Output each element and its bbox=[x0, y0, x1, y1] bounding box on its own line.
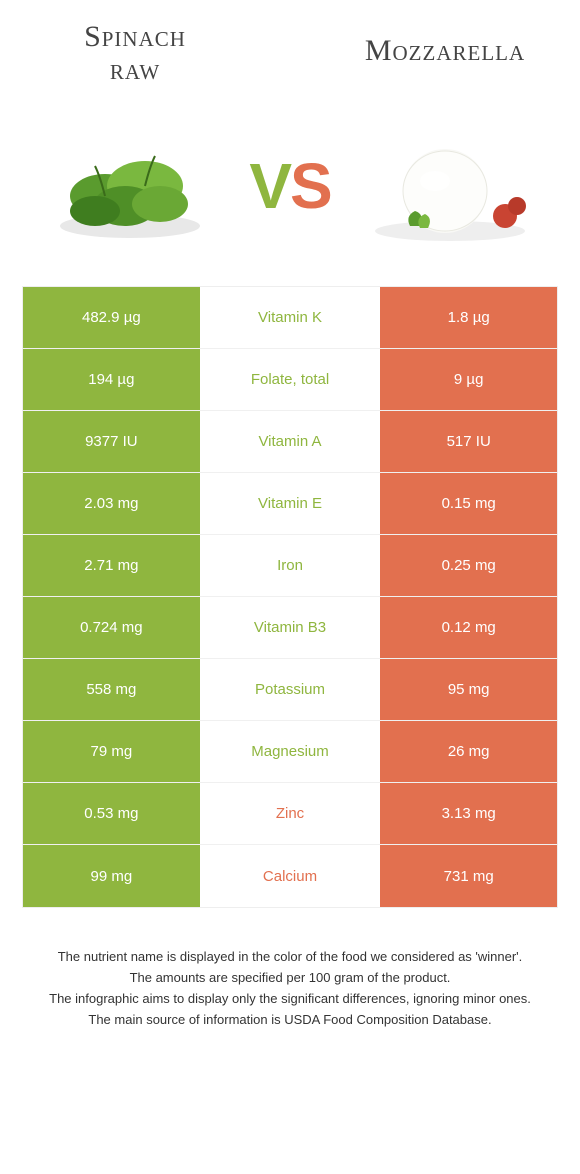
nutrient-label: Zinc bbox=[202, 783, 381, 844]
left-title-line2: raw bbox=[30, 53, 240, 86]
footnotes: The nutrient name is displayed in the co… bbox=[0, 908, 580, 1051]
footnote-2: The amounts are specified per 100 gram o… bbox=[30, 969, 550, 988]
right-value: 1.8 µg bbox=[380, 287, 557, 348]
nutrient-label: Vitamin A bbox=[202, 411, 381, 472]
images-row: VS bbox=[0, 96, 580, 286]
nutrient-label: Potassium bbox=[202, 659, 381, 720]
left-value: 0.53 mg bbox=[23, 783, 202, 844]
right-value: 95 mg bbox=[380, 659, 557, 720]
footnote-1: The nutrient name is displayed in the co… bbox=[30, 948, 550, 967]
table-row: 0.724 mgVitamin B30.12 mg bbox=[23, 597, 557, 659]
nutrient-label: Vitamin B3 bbox=[202, 597, 381, 658]
footnote-3: The infographic aims to display only the… bbox=[30, 990, 550, 1009]
spinach-icon bbox=[45, 126, 215, 246]
nutrient-label: Vitamin E bbox=[202, 473, 381, 534]
right-image bbox=[350, 116, 550, 256]
table-row: 558 mgPotassium95 mg bbox=[23, 659, 557, 721]
left-value: 194 µg bbox=[23, 349, 202, 410]
table-row: 9377 IUVitamin A517 IU bbox=[23, 411, 557, 473]
right-value: 517 IU bbox=[380, 411, 557, 472]
title-spacer bbox=[240, 20, 340, 86]
left-title: Spinach raw bbox=[30, 20, 240, 86]
right-title-text: Mozzarella bbox=[340, 34, 550, 67]
left-value: 79 mg bbox=[23, 721, 202, 782]
left-value: 558 mg bbox=[23, 659, 202, 720]
right-value: 731 mg bbox=[380, 845, 557, 907]
table-row: 194 µgFolate, total9 µg bbox=[23, 349, 557, 411]
nutrient-label: Magnesium bbox=[202, 721, 381, 782]
left-value: 482.9 µg bbox=[23, 287, 202, 348]
footnote-4: The main source of information is USDA F… bbox=[30, 1011, 550, 1030]
nutrient-label: Calcium bbox=[202, 845, 381, 907]
right-value: 26 mg bbox=[380, 721, 557, 782]
left-value: 9377 IU bbox=[23, 411, 202, 472]
left-value: 2.03 mg bbox=[23, 473, 202, 534]
nutrient-label: Folate, total bbox=[202, 349, 381, 410]
right-value: 0.12 mg bbox=[380, 597, 557, 658]
vs-v: V bbox=[249, 150, 290, 222]
table-row: 79 mgMagnesium26 mg bbox=[23, 721, 557, 783]
table-row: 99 mgCalcium731 mg bbox=[23, 845, 557, 907]
left-image bbox=[30, 116, 230, 256]
left-title-line1: Spinach bbox=[30, 20, 240, 53]
left-value: 0.724 mg bbox=[23, 597, 202, 658]
right-value: 3.13 mg bbox=[380, 783, 557, 844]
nutrient-label: Vitamin K bbox=[202, 287, 381, 348]
left-value: 99 mg bbox=[23, 845, 202, 907]
right-title: Mozzarella bbox=[340, 20, 550, 86]
table-row: 0.53 mgZinc3.13 mg bbox=[23, 783, 557, 845]
left-value: 2.71 mg bbox=[23, 535, 202, 596]
titles-row: Spinach raw Mozzarella bbox=[0, 0, 580, 96]
right-value: 9 µg bbox=[380, 349, 557, 410]
right-value: 0.25 mg bbox=[380, 535, 557, 596]
nutrient-table: 482.9 µgVitamin K1.8 µg194 µgFolate, tot… bbox=[22, 286, 558, 908]
table-row: 2.71 mgIron0.25 mg bbox=[23, 535, 557, 597]
nutrient-label: Iron bbox=[202, 535, 381, 596]
vs-label: VS bbox=[230, 149, 350, 223]
table-row: 2.03 mgVitamin E0.15 mg bbox=[23, 473, 557, 535]
vs-s: S bbox=[290, 150, 331, 222]
right-value: 0.15 mg bbox=[380, 473, 557, 534]
mozzarella-icon bbox=[365, 126, 535, 246]
table-row: 482.9 µgVitamin K1.8 µg bbox=[23, 287, 557, 349]
